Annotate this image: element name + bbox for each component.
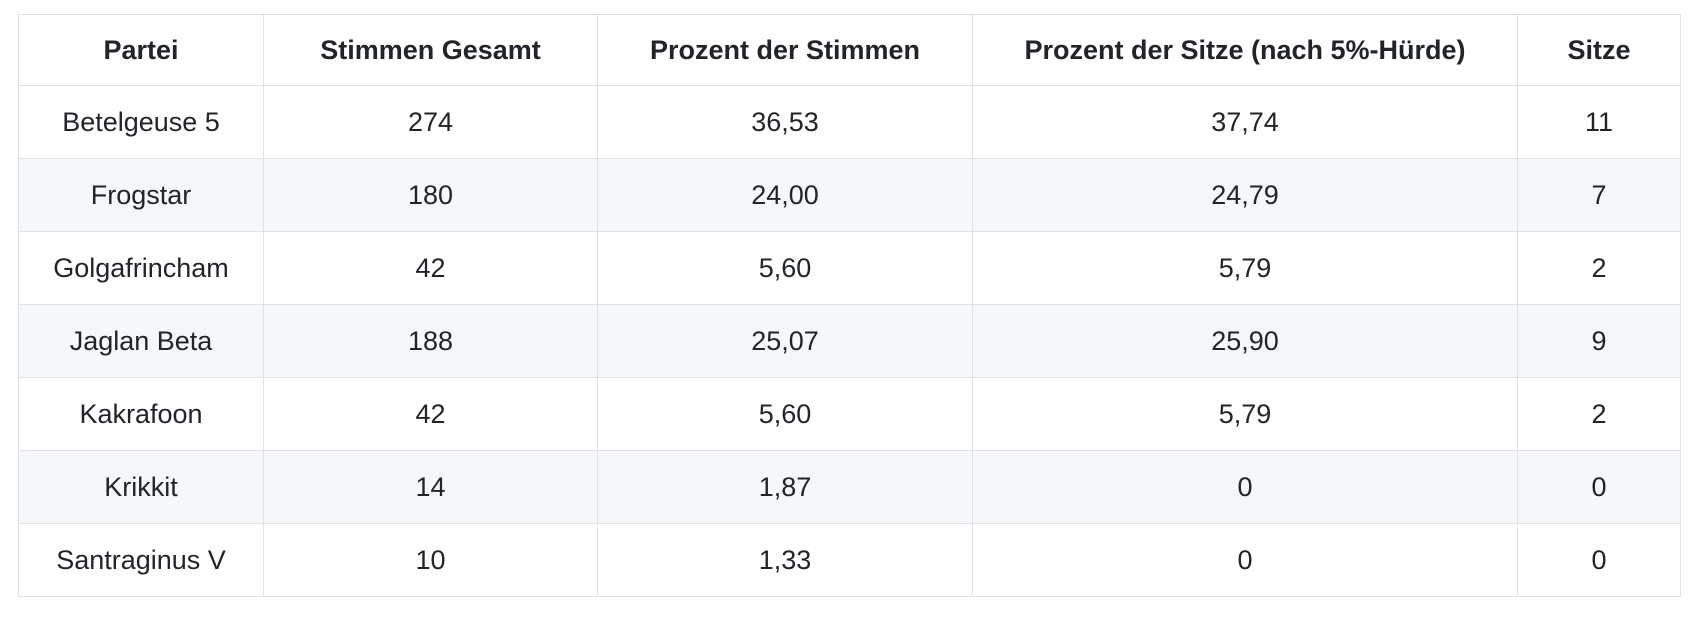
cell-prozent-stimmen: 5,60 xyxy=(597,377,973,451)
cell-prozent-sitze: 25,90 xyxy=(972,304,1518,378)
cell-stimmen-gesamt: 180 xyxy=(263,158,598,232)
cell-partei: Golgafrincham xyxy=(18,231,264,305)
cell-partei: Betelgeuse 5 xyxy=(18,85,264,159)
table-row: Jaglan Beta 188 25,07 25,90 9 xyxy=(18,304,1681,378)
cell-sitze: 0 xyxy=(1517,523,1681,597)
cell-partei: Frogstar xyxy=(18,158,264,232)
cell-prozent-sitze: 24,79 xyxy=(972,158,1518,232)
cell-prozent-stimmen: 1,33 xyxy=(597,523,973,597)
table-row: Kakrafoon 42 5,60 5,79 2 xyxy=(18,377,1681,451)
cell-prozent-stimmen: 36,53 xyxy=(597,85,973,159)
cell-stimmen-gesamt: 274 xyxy=(263,85,598,159)
cell-prozent-sitze: 5,79 xyxy=(972,231,1518,305)
cell-sitze: 2 xyxy=(1517,377,1681,451)
cell-sitze: 7 xyxy=(1517,158,1681,232)
cell-stimmen-gesamt: 188 xyxy=(263,304,598,378)
cell-stimmen-gesamt: 42 xyxy=(263,231,598,305)
header-row: Partei Stimmen Gesamt Prozent der Stimme… xyxy=(18,14,1681,86)
cell-partei: Krikkit xyxy=(18,450,264,524)
table-row: Krikkit 14 1,87 0 0 xyxy=(18,450,1681,524)
column-header-prozent-stimmen: Prozent der Stimmen xyxy=(597,14,973,86)
cell-partei: Kakrafoon xyxy=(18,377,264,451)
column-header-prozent-sitze: Prozent der Sitze (nach 5%-Hürde) xyxy=(972,14,1518,86)
cell-prozent-stimmen: 24,00 xyxy=(597,158,973,232)
cell-sitze: 0 xyxy=(1517,450,1681,524)
table-row: Santraginus V 10 1,33 0 0 xyxy=(18,523,1681,597)
cell-prozent-sitze: 0 xyxy=(972,450,1518,524)
cell-stimmen-gesamt: 42 xyxy=(263,377,598,451)
cell-sitze: 9 xyxy=(1517,304,1681,378)
cell-prozent-stimmen: 1,87 xyxy=(597,450,973,524)
cell-prozent-sitze: 5,79 xyxy=(972,377,1518,451)
table-row: Betelgeuse 5 274 36,53 37,74 11 xyxy=(18,85,1681,159)
election-results-table: Partei Stimmen Gesamt Prozent der Stimme… xyxy=(18,14,1681,597)
column-header-stimmen-gesamt: Stimmen Gesamt xyxy=(263,14,598,86)
cell-stimmen-gesamt: 14 xyxy=(263,450,598,524)
cell-partei: Jaglan Beta xyxy=(18,304,264,378)
cell-prozent-stimmen: 25,07 xyxy=(597,304,973,378)
cell-prozent-stimmen: 5,60 xyxy=(597,231,973,305)
cell-sitze: 11 xyxy=(1517,85,1681,159)
column-header-sitze: Sitze xyxy=(1517,14,1681,86)
column-header-partei: Partei xyxy=(18,14,264,86)
cell-sitze: 2 xyxy=(1517,231,1681,305)
cell-prozent-sitze: 37,74 xyxy=(972,85,1518,159)
table-row: Golgafrincham 42 5,60 5,79 2 xyxy=(18,231,1681,305)
cell-prozent-sitze: 0 xyxy=(972,523,1518,597)
table-row: Frogstar 180 24,00 24,79 7 xyxy=(18,158,1681,232)
cell-partei: Santraginus V xyxy=(18,523,264,597)
cell-stimmen-gesamt: 10 xyxy=(263,523,598,597)
